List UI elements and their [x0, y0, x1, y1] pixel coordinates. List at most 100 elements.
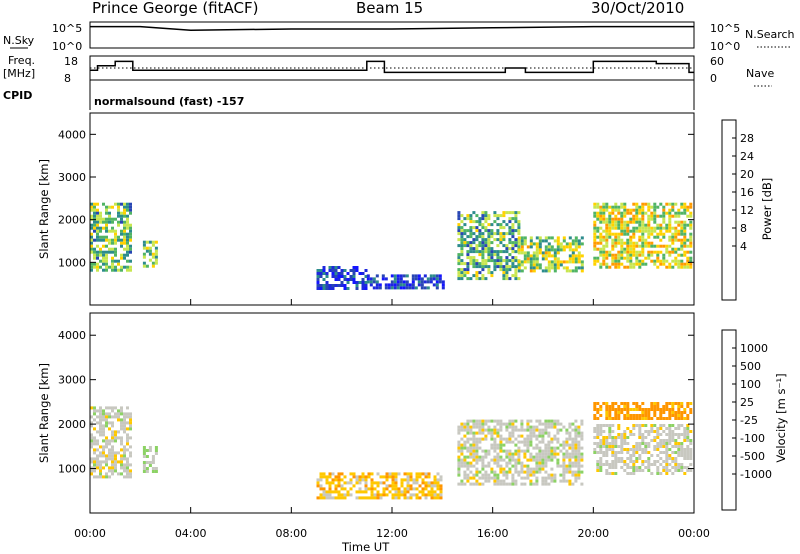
- heatmap-cell: [520, 269, 524, 273]
- heatmap-cell: [517, 211, 521, 215]
- heatmap-cell: [402, 283, 406, 287]
- heatmap-cell: [671, 433, 675, 436]
- heatmap-cell: [502, 473, 506, 477]
- heatmap-cell: [668, 211, 672, 215]
- heatmap-cell: [487, 479, 491, 483]
- heatmap-cell: [439, 478, 443, 482]
- heatmap-cell: [523, 236, 527, 240]
- heatmap-cell: [553, 446, 557, 450]
- heatmap-cell: [547, 440, 551, 444]
- heatmap-cell: [484, 262, 488, 266]
- heatmap-cell: [596, 247, 600, 251]
- heatmap-cell: [674, 262, 678, 266]
- x-tick-label: 00:00: [74, 527, 106, 540]
- heatmap-cell: [90, 415, 93, 419]
- heatmap-cell: [145, 461, 149, 464]
- noise-right-label: N.Search: [745, 28, 795, 41]
- heatmap-cell: [517, 248, 521, 252]
- heatmap-cell: [526, 443, 530, 447]
- heatmap-cell: [126, 421, 129, 425]
- heatmap-cell: [409, 472, 413, 476]
- heatmap-cell: [496, 455, 500, 459]
- heatmap-cell: [559, 449, 563, 453]
- heatmap-cell: [623, 402, 627, 405]
- heatmap-cell: [623, 229, 627, 233]
- heatmap-cell: [623, 208, 627, 212]
- heatmap-cell: [650, 253, 654, 257]
- heatmap-cell: [632, 460, 636, 463]
- heatmap-cell: [514, 458, 518, 462]
- heatmap-cell: [614, 232, 618, 236]
- heatmap-cell: [550, 425, 554, 429]
- heatmap-cell: [580, 470, 584, 474]
- heatmap-cell: [577, 245, 581, 249]
- heatmap-cell: [611, 408, 615, 411]
- heatmap-cell: [475, 431, 479, 435]
- heatmap-cell: [390, 286, 394, 290]
- heatmap-cell: [547, 455, 551, 459]
- heatmap-cell: [617, 241, 621, 245]
- heatmap-cell: [499, 482, 503, 486]
- heatmap-cell: [665, 408, 669, 411]
- heatmap-cell: [523, 257, 527, 261]
- heatmap-cell: [102, 439, 105, 443]
- heatmap-cell: [472, 431, 476, 435]
- heatmap-cell: [370, 478, 374, 482]
- heatmap-cell: [502, 479, 506, 483]
- heatmap-cell: [505, 482, 509, 486]
- heatmap-cell: [111, 460, 114, 464]
- heatmap-cell: [391, 487, 395, 491]
- heatmap-cell: [653, 460, 657, 463]
- heatmap-cell: [577, 455, 581, 459]
- heatmap-cell: [367, 475, 371, 479]
- heatmap-cell: [111, 457, 114, 461]
- heatmap-cell: [544, 254, 548, 258]
- heatmap-cell: [665, 469, 669, 472]
- heatmap-cell: [105, 217, 108, 221]
- heatmap-cell: [463, 268, 467, 272]
- heatmap-cell: [565, 437, 569, 441]
- heatmap-cell: [608, 411, 612, 414]
- heatmap-cell: [647, 229, 651, 233]
- heatmap-cell: [457, 274, 461, 278]
- heatmap-cell: [641, 448, 645, 451]
- heatmap-cell: [629, 244, 633, 248]
- heatmap-cell: [511, 440, 515, 444]
- heatmap-cell: [665, 472, 669, 475]
- heatmap-cell: [90, 247, 93, 251]
- heatmap-cell: [421, 493, 425, 497]
- heatmap-cell: [538, 242, 542, 246]
- heatmap-cell: [472, 482, 476, 486]
- heatmap-cell: [638, 205, 642, 209]
- heatmap-cell: [415, 472, 419, 476]
- heatmap-cell: [641, 411, 645, 414]
- heatmap-cell: [457, 461, 461, 465]
- heatmap-cell: [671, 250, 675, 254]
- heatmap-cell: [469, 449, 473, 453]
- heatmap-cell: [129, 247, 132, 251]
- heatmap-cell: [571, 422, 575, 426]
- heatmap-cell: [126, 436, 129, 440]
- heatmap-cell: [647, 205, 651, 209]
- heatmap-cell: [529, 242, 533, 246]
- heatmap-cell: [499, 449, 503, 453]
- heatmap-cell: [460, 274, 464, 278]
- heatmap-cell: [535, 467, 539, 471]
- heatmap-cell: [460, 250, 464, 254]
- heatmap-cell: [508, 482, 512, 486]
- heatmap-cell: [481, 223, 485, 227]
- heatmap-cell: [415, 475, 419, 479]
- heatmap-cell: [647, 414, 651, 417]
- colorbar-tick-label: 4: [740, 240, 747, 253]
- heatmap-cell: [632, 214, 636, 218]
- heatmap-cell: [605, 250, 609, 254]
- heatmap-cell: [358, 281, 362, 284]
- heatmap-cell: [629, 238, 633, 242]
- heatmap-cell: [620, 202, 624, 206]
- heatmap-cell: [677, 414, 681, 417]
- heatmap-cell: [541, 482, 545, 486]
- heatmap-cell: [99, 430, 102, 434]
- heatmap-cell: [514, 238, 518, 242]
- heatmap-cell: [96, 460, 99, 464]
- heatmap-cell: [463, 241, 467, 245]
